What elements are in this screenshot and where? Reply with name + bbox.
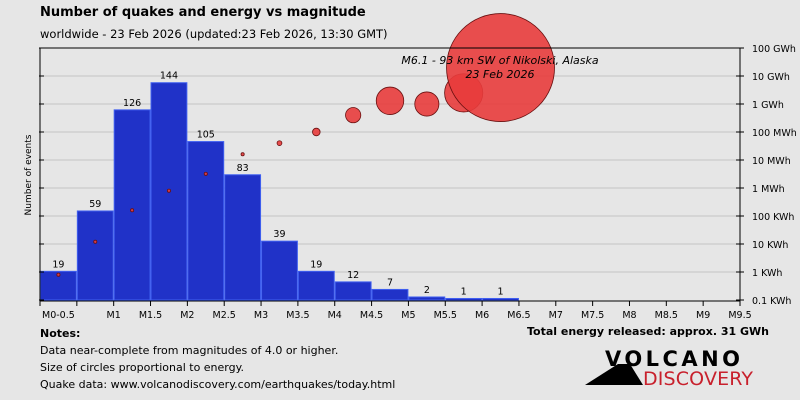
bar: [334, 281, 372, 301]
energy-tick-label: 1 KWh: [752, 268, 782, 279]
note-completeness: Data near-complete from magnitudes of 4.…: [40, 344, 339, 357]
x-tick-label: M4.5: [360, 310, 383, 321]
bar-value-label: 144: [160, 71, 178, 82]
bar-value-label: 59: [89, 199, 101, 210]
y-axis-label: Number of events: [24, 134, 34, 215]
bar: [408, 296, 446, 301]
x-tick-label: M9.5: [728, 310, 751, 321]
x-tick-label: M2: [180, 310, 194, 321]
bar-value-label: 126: [123, 98, 141, 109]
energy-circle: [166, 188, 171, 193]
energy-circle: [414, 91, 440, 117]
bar-value-label: 105: [197, 130, 215, 141]
energy-circle: [312, 127, 321, 137]
bar-value-label: 39: [273, 229, 285, 240]
x-tick-label: M8.5: [655, 310, 678, 321]
bar-value-label: 19: [52, 259, 64, 270]
x-tick-label: M7: [549, 310, 563, 321]
energy-tick-label: 10 GWh: [752, 72, 790, 83]
note-source[interactable]: Quake data: www.volcanodiscovery.com/ear…: [40, 378, 396, 391]
x-tick-label: M5.5: [434, 310, 457, 321]
x-tick-label: M5: [401, 310, 415, 321]
chart-subtitle: worldwide - 23 Feb 2026 (updated:23 Feb …: [40, 27, 388, 41]
x-tick-label: M4: [328, 310, 342, 321]
bar-value-label: 1: [461, 286, 467, 297]
energy-tick-label: 1 GWh: [752, 100, 784, 111]
logo-volcano: VOLCANO: [605, 348, 740, 371]
x-tick-label: M2.5: [213, 310, 236, 321]
bar: [445, 297, 483, 301]
bar-value-label: 7: [387, 277, 393, 288]
bar: [187, 141, 225, 301]
bar-value-label: 19: [310, 259, 322, 270]
annotation-line1: M6.1 - 93 km SW of Nikolski, Alaska: [401, 54, 598, 67]
notes: Notes: Data near-complete from magnitude…: [40, 325, 395, 393]
x-tick-label: M8: [622, 310, 636, 321]
energy-circle: [276, 140, 283, 146]
bar: [261, 240, 298, 301]
bar: [297, 270, 335, 301]
total-energy: Total energy released: approx. 31 GWh: [527, 325, 769, 338]
energy-tick-label: 100 GWh: [752, 44, 796, 55]
bar: [371, 288, 409, 301]
volcanodiscovery-logo[interactable]: VOLCANO DISCOVERY: [585, 348, 760, 388]
energy-tick-label: 10 MWh: [752, 156, 791, 167]
bar: [482, 297, 519, 301]
bar: [224, 174, 262, 301]
x-tick-label: M0-0.5: [42, 310, 75, 321]
volcano-logo-icon: [585, 364, 643, 385]
energy-circle: [446, 13, 555, 122]
notes-label: Notes:: [40, 327, 81, 340]
energy-circle: [56, 272, 61, 277]
note-circle-size: Size of circles proportional to energy.: [40, 361, 245, 374]
bar: [76, 210, 114, 301]
x-tick-label: M3: [254, 310, 268, 321]
energy-circle: [345, 107, 362, 124]
bar-value-label: 2: [424, 285, 430, 296]
energy-circle: [203, 171, 208, 176]
bar-value-label: 12: [347, 270, 359, 281]
energy-tick-label: 10 KWh: [752, 240, 788, 251]
energy-tick-label: 1 MWh: [752, 184, 785, 195]
energy-tick-label: 100 MWh: [752, 128, 797, 139]
annotation-line2: 23 Feb 2026: [465, 68, 534, 81]
bar-value-label: 83: [237, 163, 249, 174]
x-tick-label: M3.5: [286, 310, 309, 321]
bar-value-label: 1: [498, 286, 504, 297]
logo-discovery: DISCOVERY: [643, 368, 753, 388]
x-tick-label: M9: [696, 310, 710, 321]
x-tick-label: M1: [107, 310, 121, 321]
x-tick-label: M6: [475, 310, 489, 321]
bar: [113, 109, 151, 301]
x-tick-label: M6.5: [507, 310, 530, 321]
energy-tick-label: 100 KWh: [752, 212, 794, 223]
energy-tick-label: 0.1 KWh: [752, 296, 791, 307]
energy-circle: [240, 152, 245, 157]
x-tick-label: M1.5: [139, 310, 162, 321]
x-tick-label: M7.5: [581, 310, 604, 321]
chart-title: Number of quakes and energy vs magnitude: [40, 5, 366, 20]
energy-circle: [93, 239, 98, 244]
energy-circle: [375, 86, 405, 115]
energy-circle: [130, 208, 135, 213]
